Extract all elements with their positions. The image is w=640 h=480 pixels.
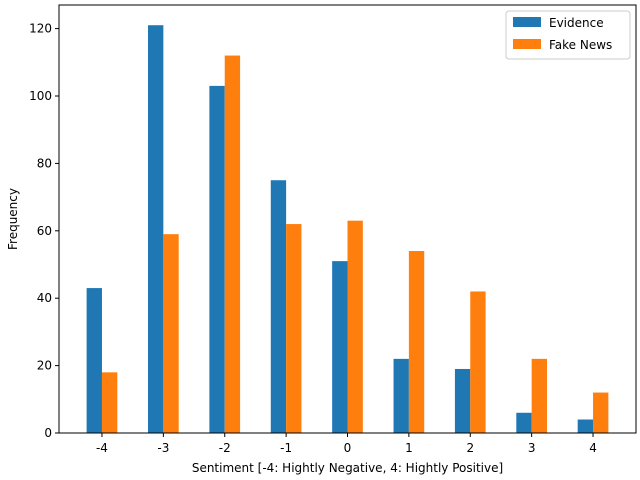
bar-evidence-0 (332, 261, 348, 433)
legend-label: Evidence (549, 16, 604, 30)
bar-fake-news-3 (531, 358, 547, 433)
x-tick-label: 1 (405, 441, 413, 455)
x-tick-label: 2 (466, 441, 474, 455)
y-axis-label: Frequency (6, 188, 20, 250)
x-tick-label: -4 (96, 441, 108, 455)
bar-fake-news-4 (593, 392, 609, 433)
bar-evidence-4 (577, 419, 594, 433)
y-tick-label: 80 (37, 156, 52, 170)
x-tick-label: -3 (157, 441, 169, 455)
bar-fake-news-2 (470, 291, 486, 433)
x-axis: -4 -3 -2 -1 0 1 2 3 4 (96, 433, 597, 455)
x-tick-label: -2 (219, 441, 231, 455)
bars-layer (86, 25, 609, 434)
y-tick-label: 20 (37, 359, 52, 373)
bar-evidence--1 (270, 180, 287, 433)
bar-evidence-1 (393, 358, 409, 433)
x-tick-label: 4 (589, 441, 597, 455)
bar-evidence--4 (86, 288, 102, 433)
y-tick-label: 120 (29, 22, 52, 36)
bar-fake-news--4 (101, 372, 118, 433)
bar-fake-news-1 (408, 251, 425, 433)
legend: Evidence Fake News (505, 10, 631, 60)
bar-fake-news--2 (224, 55, 241, 434)
legend-label: Fake News (549, 38, 612, 52)
bar-fake-news--3 (163, 234, 179, 433)
y-tick-label: 40 (37, 291, 52, 305)
bar-fake-news--1 (286, 224, 302, 433)
bar-evidence-2 (454, 368, 471, 433)
x-tick-label: 0 (344, 441, 352, 455)
x-tick-label: -1 (280, 441, 292, 455)
y-tick-label: 60 (37, 224, 52, 238)
y-tick-label: 100 (29, 89, 52, 103)
bar-evidence-3 (516, 412, 532, 433)
bar-evidence--3 (148, 25, 164, 434)
x-tick-label: 3 (528, 441, 536, 455)
legend-swatch (513, 39, 541, 49)
bar-evidence--2 (209, 85, 225, 433)
y-axis: 0 20 40 60 80 100 120 (29, 22, 59, 440)
legend-swatch (513, 17, 541, 27)
x-axis-label: Sentiment [-4: Hightly Negative, 4: High… (192, 461, 503, 475)
y-tick-label: 0 (44, 426, 52, 440)
bar-fake-news-0 (347, 220, 363, 433)
